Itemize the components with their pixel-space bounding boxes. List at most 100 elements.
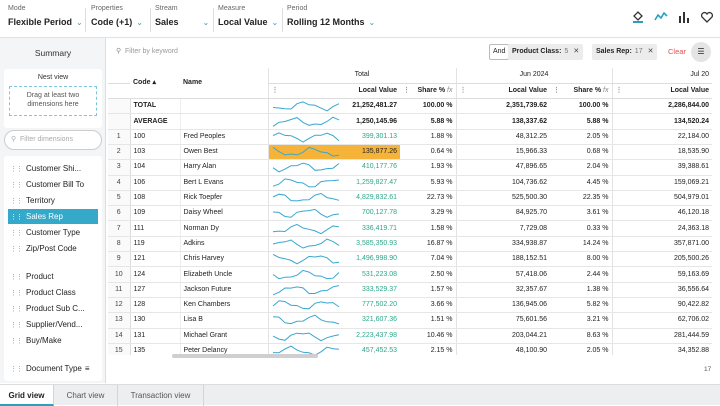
col-header-name[interactable]: Name (180, 68, 268, 100)
jul-local-value: 2,286,844.00 (611, 98, 712, 115)
filter-chip-sales-rep[interactable]: Sales Rep: 17 ✕ (592, 44, 658, 60)
table-row[interactable]: 13 130 Lisa B 321,607.36 1.51 % 75,601.56 3.21… (108, 312, 712, 329)
and-toggle-button[interactable]: And (489, 44, 510, 60)
table-row[interactable]: 6 109 Daisy Wheel 700,127.78 3.29 % 84,925.70… (108, 205, 712, 222)
summary-row: TOTAL 21,252,481.27 100.00 % 2,351,739.62 10… (108, 98, 712, 115)
dimension-item[interactable]: ⋮⋮ Zip/Post Code (10, 244, 77, 253)
column-menu-icon[interactable]: ⋮ (403, 86, 410, 94)
jun-share-cell: 4.45 % (550, 175, 612, 191)
filter-chip-product-class[interactable]: Product Class: 5 ✕ (508, 44, 584, 60)
table-row[interactable]: 5 108 Rick Toepfer 4,829,832.61 22.73 % 525,5… (108, 190, 712, 207)
table-row[interactable]: 2 103 Owen Best 135,877.26 0.64 % 15,966.33 0.… (108, 144, 712, 161)
formula-icon: fx (447, 86, 453, 94)
list-options-icon[interactable]: ≡ (84, 364, 90, 373)
sort-up-icon: ▴ (152, 79, 156, 87)
tab-chart-view[interactable]: Chart view (54, 385, 118, 406)
table-row[interactable]: 1 100 Fred Peoples 399,301.13 1.88 % 48,312.2… (108, 129, 712, 145)
dimension-item[interactable]: ⋮⋮ Document Type ≡ (10, 364, 90, 373)
properties-selector[interactable]: Properties Code (+1) ⌄ (91, 3, 143, 31)
table-row[interactable]: 3 104 Harry Alan 410,177.76 1.93 % 47,896.65 2… (108, 159, 712, 176)
jun-local-value: 2,351,739.62 (455, 98, 550, 115)
period-selector[interactable]: Period Rolling 12 Months ⌄ (287, 3, 375, 31)
close-icon[interactable]: ✕ (573, 48, 580, 55)
table-row[interactable]: 11 127 Jackson Future 333,529.37 1.57 % 32,35… (108, 282, 712, 298)
row-number: 3 (108, 159, 131, 176)
tab-transaction-view[interactable]: Transaction view (118, 385, 204, 406)
mode-selector[interactable]: Mode Flexible Period ⌄ (8, 3, 83, 31)
share-cell: 2.15 % (400, 343, 456, 355)
jul-local-value-cell: 90,422.82 (611, 297, 712, 314)
jun-local-value-cell: 334,938.87 (455, 236, 550, 253)
col-header-code[interactable]: Code ▴ (130, 68, 180, 100)
clear-filters-button[interactable]: Clear (668, 47, 686, 56)
dimension-item[interactable]: ⋮⋮ Product Class (10, 288, 76, 297)
advanced-filter-icon[interactable]: ☰ (691, 42, 711, 62)
dimension-item[interactable]: ⋮⋮ Customer Bill To (10, 180, 85, 189)
measure-selector[interactable]: Measure Local Value ⌄ (218, 3, 278, 31)
dimension-item[interactable]: ⋮⋮ Territory (10, 196, 55, 205)
total-share: 100.00 % (400, 98, 456, 115)
dimension-item[interactable]: ⋮⋮ Supplier/Vend... (10, 320, 83, 329)
nest-view-title: Nest view (37, 74, 69, 81)
nest-drop-zone[interactable]: Drag at least two dimensions here (9, 86, 97, 116)
stream-label: Stream (155, 5, 178, 12)
table-row[interactable]: 12 128 Ken Chambers 777,502.20 3.66 % 136,945… (108, 297, 712, 314)
dimension-item[interactable]: ⋮⋮ Customer Shi... (10, 164, 82, 173)
table-row[interactable]: 4 106 Bert L Evans 1,259,827.47 5.93 % 104,73… (108, 175, 712, 191)
dimension-item[interactable]: ⋮⋮ Product Sub C... (10, 304, 85, 313)
jun-local-value-cell: 136,945.06 (455, 297, 550, 314)
horizontal-scrollbar[interactable] (172, 354, 318, 358)
sparkline (267, 159, 344, 176)
col-header-local-value[interactable]: Local Value (344, 83, 400, 100)
column-menu-icon[interactable]: ⋮ (615, 86, 623, 94)
keyword-filter-input[interactable]: ⚲ Filter by keyword (116, 42, 486, 62)
col-header-jun-share[interactable]: ⋮ Share % fx (550, 83, 612, 100)
dimension-filter-input[interactable]: ⚲ Filter dimensions (4, 130, 102, 150)
dimension-item[interactable]: ⋮⋮ Customer Type (10, 228, 81, 237)
heart-icon[interactable] (700, 10, 714, 24)
jun-local-value-cell: 15,966.33 (455, 144, 550, 161)
jul-local-value-cell: 504,979.01 (611, 190, 712, 207)
column-menu-icon[interactable]: ⋮ (271, 86, 279, 94)
jun-local-value-cell: 84,925.70 (455, 205, 550, 222)
dimension-item[interactable]: ⋮⋮ Product (10, 272, 54, 281)
col-header-jul-local-value[interactable]: ⋮ Local Value (611, 83, 712, 100)
stream-selector[interactable]: Stream Sales ⌄ (155, 3, 209, 31)
code-cell: 130 (130, 312, 181, 329)
col-header-share[interactable]: ⋮ Share % fx (400, 83, 456, 100)
table-row[interactable]: 8 119 Adkins 3,585,350.93 16.87 % 334,938.87 1… (108, 236, 712, 253)
close-icon[interactable]: ✕ (647, 48, 654, 55)
sparkline (267, 251, 344, 268)
table-row[interactable]: 15 135 Peter Delancy 457,452.53 2.15 % 48,100… (108, 343, 712, 355)
table-row[interactable]: 10 124 Elizabeth Uncle 531,223.08 2.50 % 57,4… (108, 266, 712, 283)
name-cell: Michael Grant (180, 328, 268, 344)
col-header-jun-local-value[interactable]: ⋮ Local Value (455, 83, 550, 100)
summary-tab[interactable]: Summary (34, 48, 72, 58)
table-row[interactable]: 14 131 Michael Grant 2,223,437.98 10.46 % 203… (108, 328, 712, 344)
code-cell: 135 (130, 343, 181, 355)
jun-local-value-cell: 525,500.30 (455, 190, 550, 207)
name-cell: Ken Chambers (180, 297, 268, 314)
paint-bucket-icon[interactable] (631, 10, 645, 24)
drag-handle-icon: ⋮⋮ (10, 166, 23, 173)
local-value-cell: 399,301.13 (344, 129, 400, 145)
table-row[interactable]: 7 111 Norman Dy 336,419.71 1.58 % 7,729.08 0.3… (108, 220, 712, 237)
table-row[interactable]: 9 121 Chris Harvey 1,496,998.90 7.04 % 188,15… (108, 251, 712, 268)
bar-chart-icon[interactable] (677, 10, 691, 24)
share-cell: 0.64 % (400, 144, 456, 161)
name-cell: Adkins (180, 236, 268, 253)
dimension-item[interactable]: ⋮⋮ Buy/Make (10, 336, 62, 345)
code-cell: 108 (130, 190, 181, 207)
column-menu-icon[interactable]: ⋮ (459, 86, 467, 94)
share-cell: 2.50 % (400, 266, 456, 283)
sparkline-icon[interactable] (654, 10, 668, 24)
chevron-down-icon: ⌄ (202, 18, 210, 27)
tab-grid-view[interactable]: Grid view (0, 385, 54, 406)
local-value-cell: 3,585,350.93 (344, 236, 400, 253)
column-menu-icon[interactable]: ⋮ (553, 86, 560, 94)
drag-handle-icon: ⋮⋮ (10, 214, 23, 221)
dimension-filter-placeholder: Filter dimensions (20, 136, 73, 143)
dimension-item-active[interactable]: ⋮⋮ Sales Rep (8, 209, 98, 224)
jun-local-value-cell: 32,357.67 (455, 282, 550, 298)
drag-handle-icon: ⋮⋮ (10, 274, 23, 281)
